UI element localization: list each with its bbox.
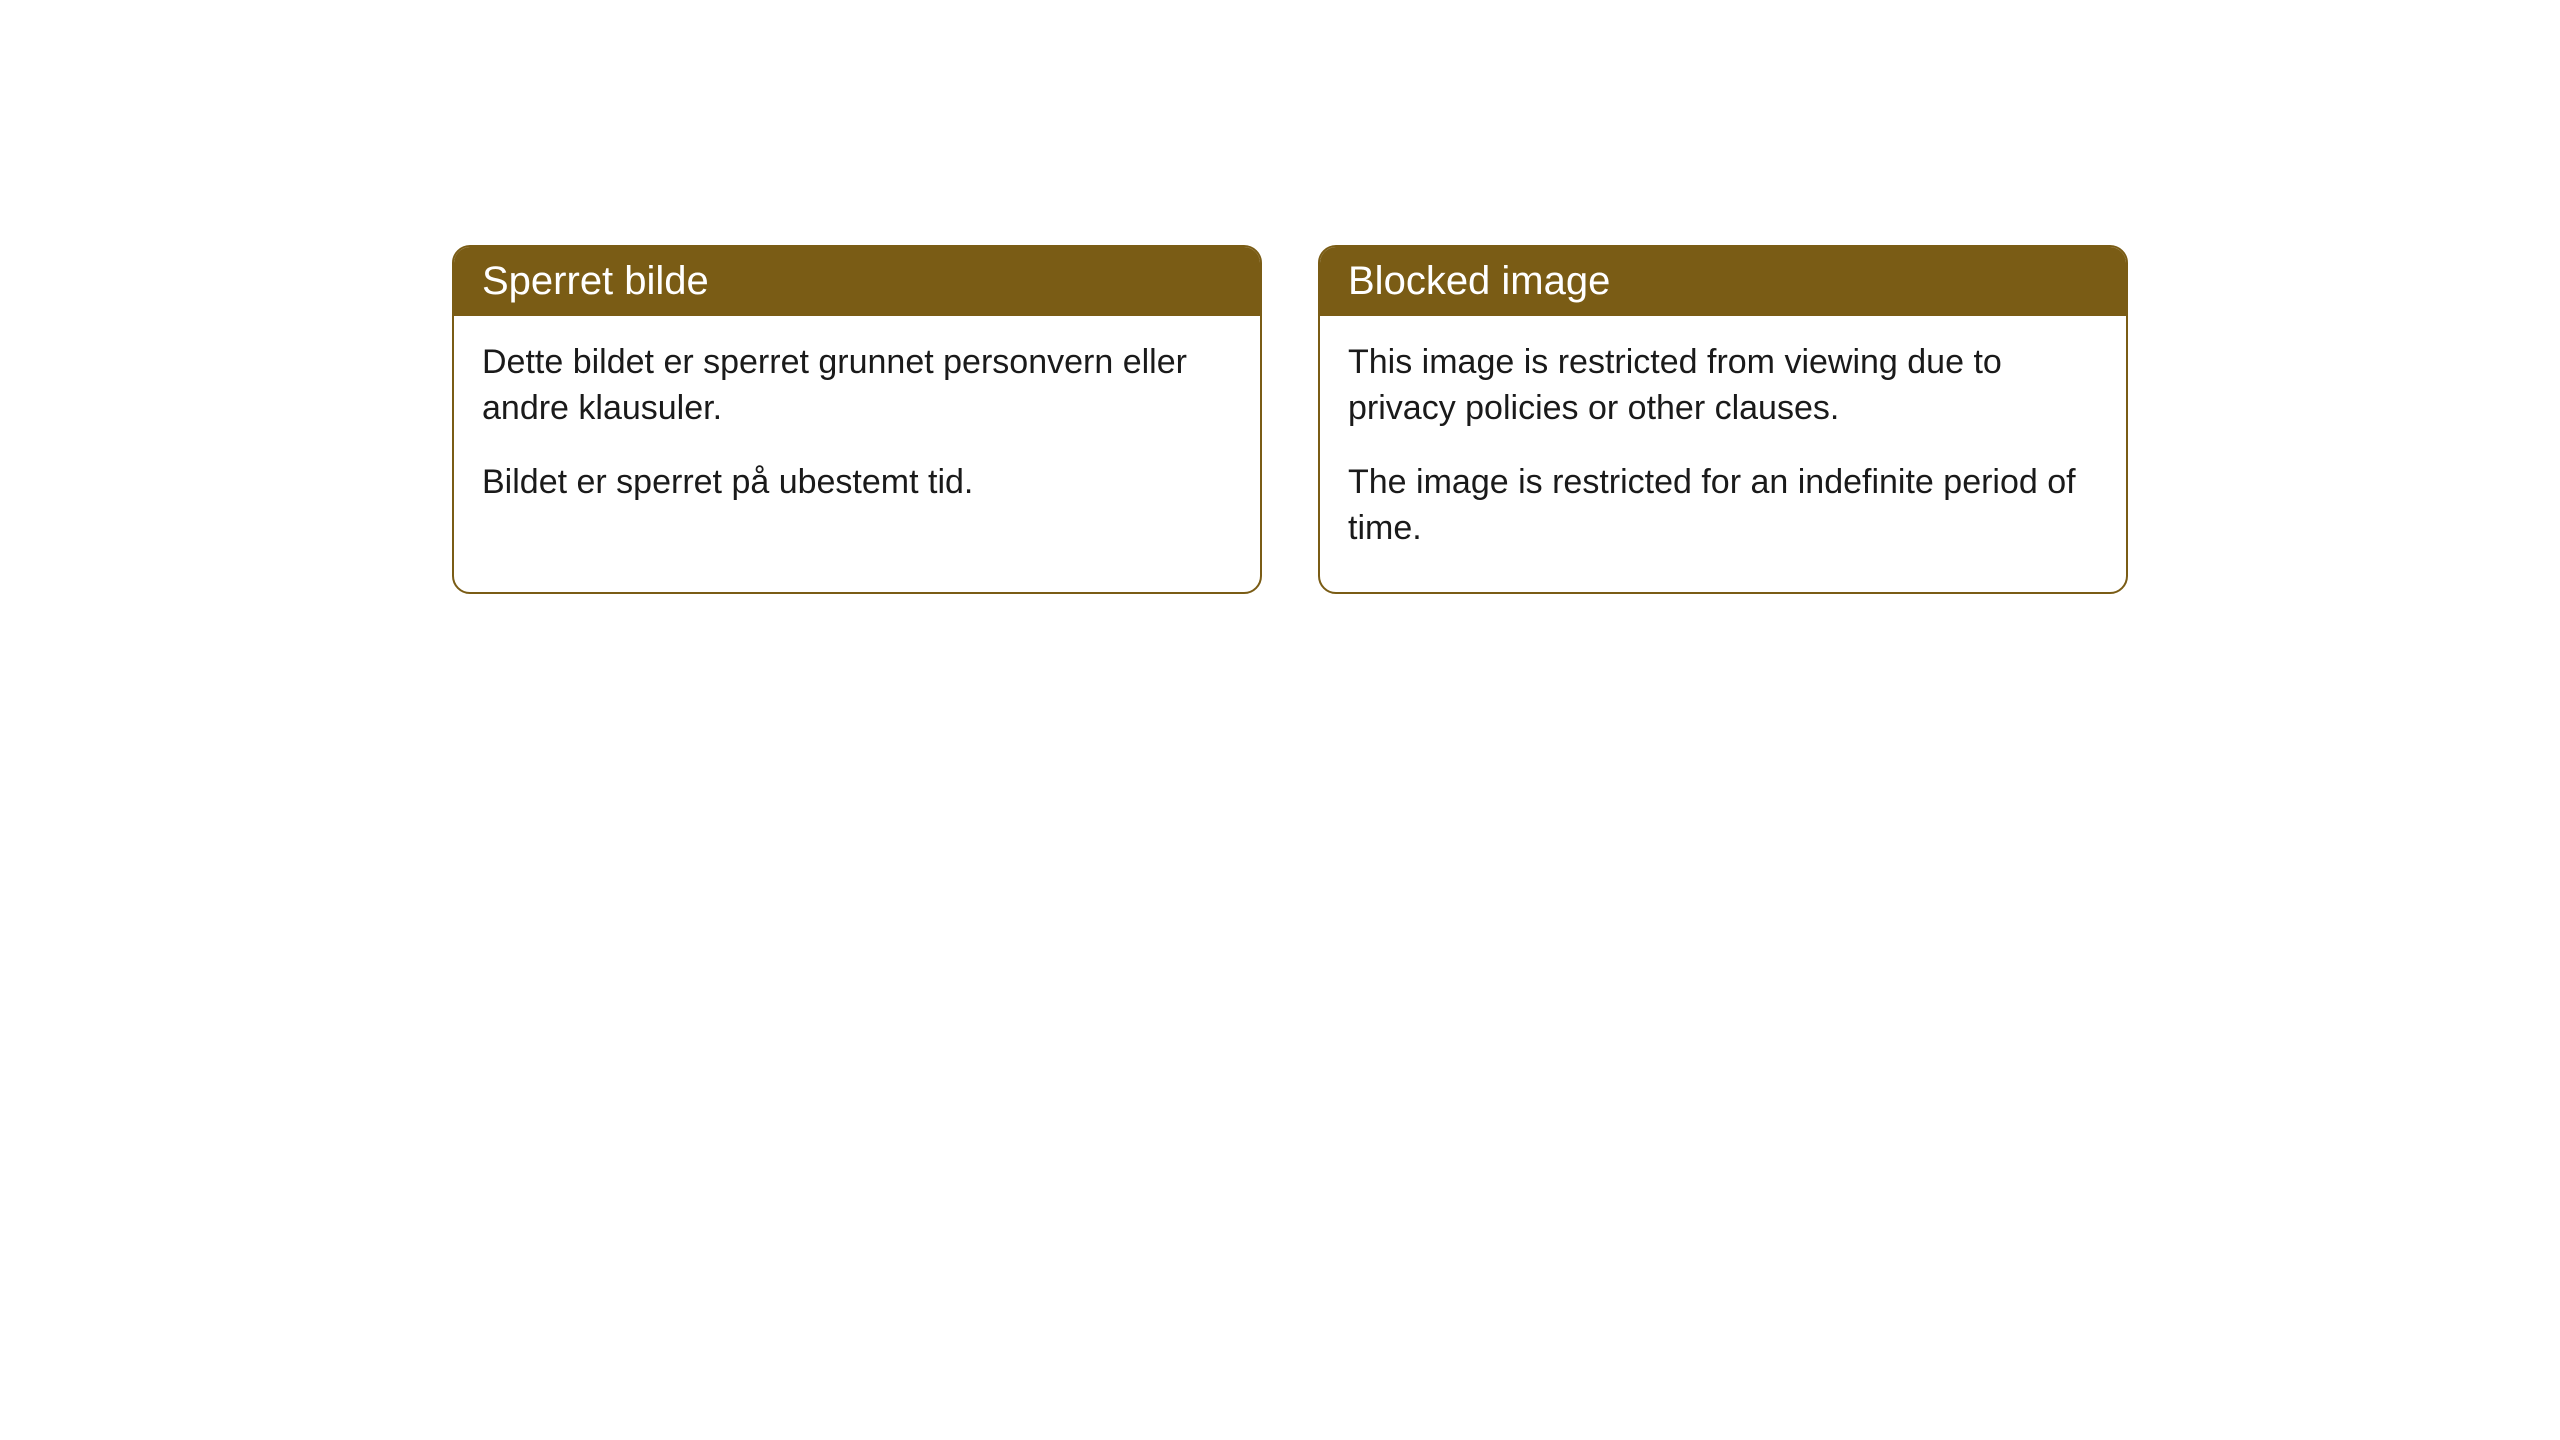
blocked-image-card-norwegian: Sperret bilde Dette bildet er sperret gr… bbox=[452, 245, 1262, 594]
card-paragraph-2: Bildet er sperret på ubestemt tid. bbox=[482, 460, 1232, 506]
card-paragraph-1: Dette bildet er sperret grunnet personve… bbox=[482, 340, 1232, 432]
card-header: Blocked image bbox=[1320, 247, 2126, 316]
card-body: Dette bildet er sperret grunnet personve… bbox=[454, 316, 1260, 546]
card-title: Sperret bilde bbox=[482, 259, 709, 303]
notice-cards-container: Sperret bilde Dette bildet er sperret gr… bbox=[452, 245, 2128, 594]
card-paragraph-2: The image is restricted for an indefinit… bbox=[1348, 460, 2098, 552]
card-body: This image is restricted from viewing du… bbox=[1320, 316, 2126, 592]
blocked-image-card-english: Blocked image This image is restricted f… bbox=[1318, 245, 2128, 594]
card-title: Blocked image bbox=[1348, 259, 1610, 303]
card-paragraph-1: This image is restricted from viewing du… bbox=[1348, 340, 2098, 432]
card-header: Sperret bilde bbox=[454, 247, 1260, 316]
